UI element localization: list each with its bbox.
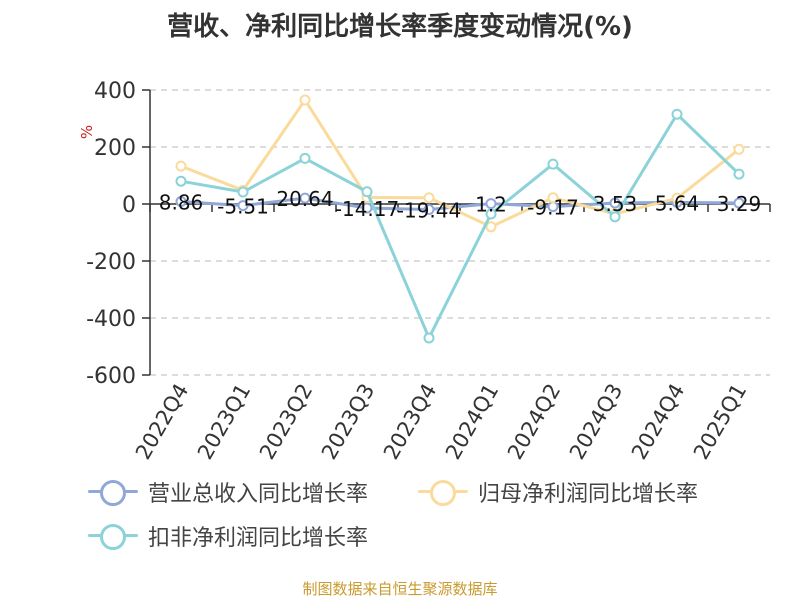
x-tick-label: 2024Q4	[627, 380, 689, 464]
x-tick-label: 2022Q4	[131, 380, 193, 464]
x-tick-label: 2024Q1	[441, 380, 503, 464]
series-point	[671, 108, 683, 120]
legend-item[interactable]: 扣非净利润同比增长率	[88, 518, 368, 554]
legend-label: 营业总收入同比增长率	[148, 482, 369, 507]
legend-label: 归母净利润同比增长率	[478, 482, 699, 507]
series-point	[361, 186, 373, 198]
series-point	[299, 94, 311, 106]
series-point	[361, 202, 373, 214]
series-point	[299, 152, 311, 164]
x-tick-label: 2025Q1	[689, 380, 751, 464]
legend-marker-icon	[88, 518, 138, 554]
y-tick-label: -600	[86, 364, 136, 389]
series-point	[609, 211, 621, 223]
y-axis-label: %	[78, 125, 96, 139]
series-point	[299, 192, 311, 204]
data-labels: 8.86 -5.51 20.64 -14.17-19.44 1.2 -9.17 3.53 5.…	[159, 187, 762, 222]
data-label: -5.51	[217, 195, 269, 219]
data-label: 3.29	[717, 192, 762, 216]
legend-marker-icon	[88, 474, 138, 510]
data-label: -19.44	[397, 199, 461, 223]
data-label: -14.17	[335, 197, 399, 221]
x-tick-label: 2023Q3	[317, 380, 379, 464]
series-point	[237, 186, 249, 198]
y-tick-label: 200	[94, 136, 136, 161]
y-tick-label: -200	[86, 250, 136, 275]
legend-item[interactable]: 营业总收入同比增长率	[88, 474, 368, 510]
series-point	[609, 197, 621, 209]
series-point	[485, 208, 497, 220]
legend-item[interactable]: 归母净利润同比增长率	[418, 474, 698, 510]
legend-marker-icon	[418, 474, 468, 510]
series-point	[733, 168, 745, 180]
series-point	[423, 192, 435, 204]
series-point	[485, 221, 497, 233]
series-point	[423, 332, 435, 344]
series-point	[547, 192, 559, 204]
x-tick-label: 2023Q1	[193, 380, 255, 464]
series-point	[485, 198, 497, 210]
y-tick-label: 0	[122, 193, 136, 218]
y-tick-label: -400	[86, 307, 136, 332]
data-label: 3.53	[593, 192, 638, 216]
series-point	[175, 195, 187, 207]
series-point	[671, 192, 683, 204]
x-tick-label: 2023Q2	[255, 380, 317, 464]
data-label: -9.17	[527, 196, 579, 220]
x-tick-label: 2024Q3	[565, 380, 627, 464]
chart-title: 营收、净利同比增长率季度变动情况(%)	[167, 12, 633, 42]
grid-lines	[150, 89, 770, 376]
series-point	[733, 197, 745, 209]
data-label: 1.2	[475, 193, 507, 217]
series-line	[179, 112, 741, 340]
data-label: 5.64	[655, 191, 700, 215]
x-tick-label: 2024Q2	[503, 380, 565, 464]
series-point	[423, 204, 435, 216]
legend-label: 扣非净利润同比增长率	[148, 526, 369, 551]
source-note: 制图数据来自恒生聚源数据库	[302, 580, 498, 598]
series-lines	[175, 94, 745, 344]
data-label: 20.64	[276, 187, 333, 211]
series-point	[175, 175, 187, 187]
data-label: 8.86	[159, 190, 204, 214]
series-line	[179, 98, 741, 229]
series-point	[547, 158, 559, 170]
series-point	[733, 143, 745, 155]
series-line	[179, 196, 741, 212]
series-point	[175, 160, 187, 172]
series-point	[237, 200, 249, 212]
y-tick-label: 400	[94, 79, 136, 104]
x-tick-label: 2023Q4	[379, 380, 441, 464]
